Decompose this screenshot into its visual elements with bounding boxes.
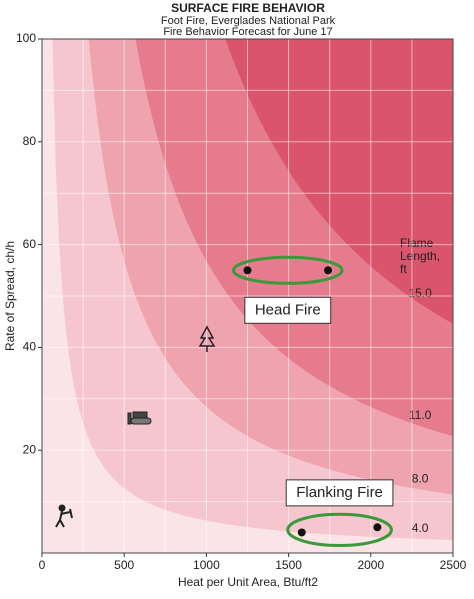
y-tick-label: 80 bbox=[23, 134, 37, 148]
point bbox=[373, 523, 382, 532]
x-tick-label: 0 bbox=[39, 558, 46, 572]
label-box bbox=[244, 296, 332, 324]
chart-title: SURFACE FIRE BEHAVIOR bbox=[171, 1, 325, 15]
dozer-icon bbox=[127, 411, 152, 425]
zone-label: 8.0 bbox=[412, 472, 429, 486]
series-label: Flanking Fire bbox=[296, 484, 383, 501]
label-box bbox=[285, 479, 394, 507]
crew-icon bbox=[55, 504, 73, 528]
point bbox=[297, 528, 306, 537]
chart-subtitle: Foot Fire, Everglades National Park bbox=[161, 15, 336, 27]
zone-title: Flame bbox=[400, 236, 434, 250]
y-tick-label: 20 bbox=[23, 442, 37, 456]
series-label: Head Fire bbox=[255, 301, 321, 318]
x-axis-label: Heat per Unit Area, Btu/ft2 bbox=[178, 575, 318, 589]
y-axis-label: Rate of Spread, ch/h bbox=[3, 241, 17, 351]
x-tick-label: 2500 bbox=[440, 558, 467, 572]
y-tick-label: 60 bbox=[23, 237, 37, 251]
flame-zone bbox=[225, 39, 453, 324]
x-tick-label: 1500 bbox=[275, 558, 302, 572]
zone-title: ft bbox=[400, 262, 407, 276]
zone-label: 11.0 bbox=[409, 408, 432, 422]
zone-title: Length, bbox=[400, 249, 440, 263]
y-tick-label: 40 bbox=[23, 340, 37, 354]
group-ellipse bbox=[286, 512, 393, 547]
y-tick-label: 100 bbox=[16, 31, 36, 45]
tree-icon bbox=[198, 325, 216, 352]
point bbox=[243, 266, 252, 275]
point bbox=[324, 266, 333, 275]
zone-label: 4.0 bbox=[412, 521, 429, 535]
x-tick-label: 1000 bbox=[193, 558, 220, 572]
chart-subtitle: Fire Behavior Forecast for June 17 bbox=[163, 26, 332, 38]
x-tick-label: 500 bbox=[114, 558, 134, 572]
group-ellipse bbox=[232, 255, 344, 285]
icons bbox=[55, 325, 216, 528]
x-tick-label: 2000 bbox=[357, 558, 384, 572]
plot-frame bbox=[41, 38, 454, 554]
